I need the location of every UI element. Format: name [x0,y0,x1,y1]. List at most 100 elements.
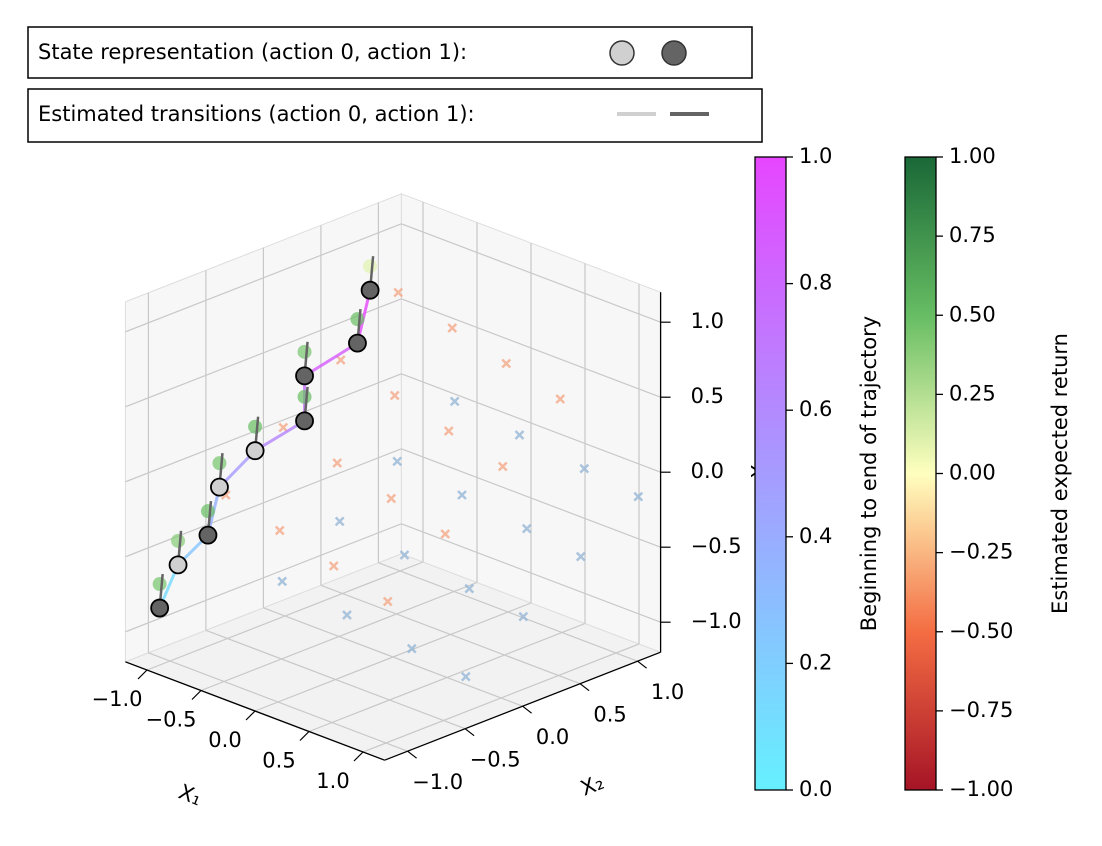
tick-mark [191,690,202,700]
state-marker [295,366,314,386]
tick-mark [522,705,532,714]
cross-marker [389,390,400,401]
cross-marker [518,611,529,622]
grid-line [320,584,581,685]
cross-marker [399,550,410,560]
grid-line [148,652,408,752]
grid-line [401,448,661,548]
state-marker [295,411,314,431]
x-axis-label: X₁ [175,780,205,811]
state-marker [150,598,170,618]
trajectory-segment [254,419,306,452]
cross-marker [555,394,566,404]
cross-marker [514,430,525,440]
tick-mark [353,751,364,762]
tick-mark [137,669,148,680]
grid-line [125,373,402,483]
state-marker [348,333,367,353]
y-tick-label: 0.0 [536,725,569,749]
z-tick-label: −0.5 [691,534,742,558]
cross-marker [464,583,475,594]
x-tick-label: −1.0 [92,687,143,711]
return-dot [248,419,263,434]
y-axis-label: X₂ [577,770,607,801]
colorbar-tick-label: −1.00 [949,777,1013,801]
cross-marker [406,643,417,654]
colorbar-tick-label: 0.4 [799,524,832,548]
y-tick-label: 0.5 [593,703,626,727]
trajectory-segment [303,341,359,378]
grid-line [378,562,638,662]
return-dot [152,577,167,592]
colorbar-tick-label: 0.75 [949,223,996,247]
return-dot [363,259,378,274]
y-tick-label: 1.0 [651,680,684,704]
cross-marker [501,358,512,369]
colorbar [754,156,787,791]
cross-marker [457,490,467,500]
z-tick-label: −1.0 [691,609,742,633]
colorbar-tick-label: 0.2 [799,650,832,674]
colorbar-tick-label: 0.25 [949,381,996,405]
tick-mark [579,683,590,692]
cross-marker [274,525,285,536]
tick-mark [407,750,417,759]
grid-line [401,223,661,323]
x-tick-label: 1.0 [316,769,349,793]
colorbar-tick-label: −0.75 [949,698,1013,722]
cross-marker [277,576,288,587]
colorbar-tick-label: 0.50 [949,302,996,326]
cross-marker [382,596,393,607]
cross-marker [335,355,346,365]
grid-line [205,629,466,730]
return-dot [350,312,365,327]
state-marker [210,477,229,497]
cross-marker [443,426,454,436]
cross-marker [447,323,458,333]
grid-line [125,523,402,633]
grid-line [401,298,661,398]
cross-marker [449,396,460,407]
colorbar-tick-label: −0.25 [949,540,1013,564]
cross-marker [342,610,352,620]
cross-marker [328,561,339,571]
return-dot [297,344,312,359]
state-marker [198,525,218,545]
colorbar-tick-label: −0.50 [949,619,1013,643]
state-marker [168,555,188,575]
cross-marker [393,287,404,298]
cross-marker [460,671,471,682]
colorbar-label: Estimated expected return [1048,333,1072,614]
grid-line [263,607,523,707]
cross-marker [440,529,451,539]
cross-marker [332,458,343,468]
cross-marker [579,463,590,474]
legend-swatch [609,40,635,66]
cross-marker [497,461,508,472]
colorbar-tick-label: 1.0 [799,144,832,168]
colorbar-tick-label: 0.6 [799,397,832,421]
state-marker [245,441,265,461]
x-tick-label: 0.0 [208,728,241,752]
z-tick-label: 0.0 [691,459,724,483]
cross-marker [575,551,586,562]
cross-marker [334,516,345,527]
grid-line [401,373,661,473]
return-dot [297,389,312,404]
colorbar-tick-label: 0.00 [949,461,996,485]
grid-line [401,523,661,623]
x-axis-line [125,661,385,761]
colorbar-tick-label: 0.8 [799,271,832,295]
state-marker [360,280,380,300]
tick-mark [637,660,647,669]
z-tick-label: 1.0 [691,309,724,333]
tick-mark [299,731,310,741]
x-tick-label: 0.5 [262,749,295,773]
cross-marker [633,491,644,502]
z-tick-label: 0.5 [691,384,724,408]
return-dot [212,456,227,471]
return-dot [200,504,215,519]
grid-line [125,223,402,333]
legend-transition-label: Estimated transitions (action 0, action … [38,102,475,126]
